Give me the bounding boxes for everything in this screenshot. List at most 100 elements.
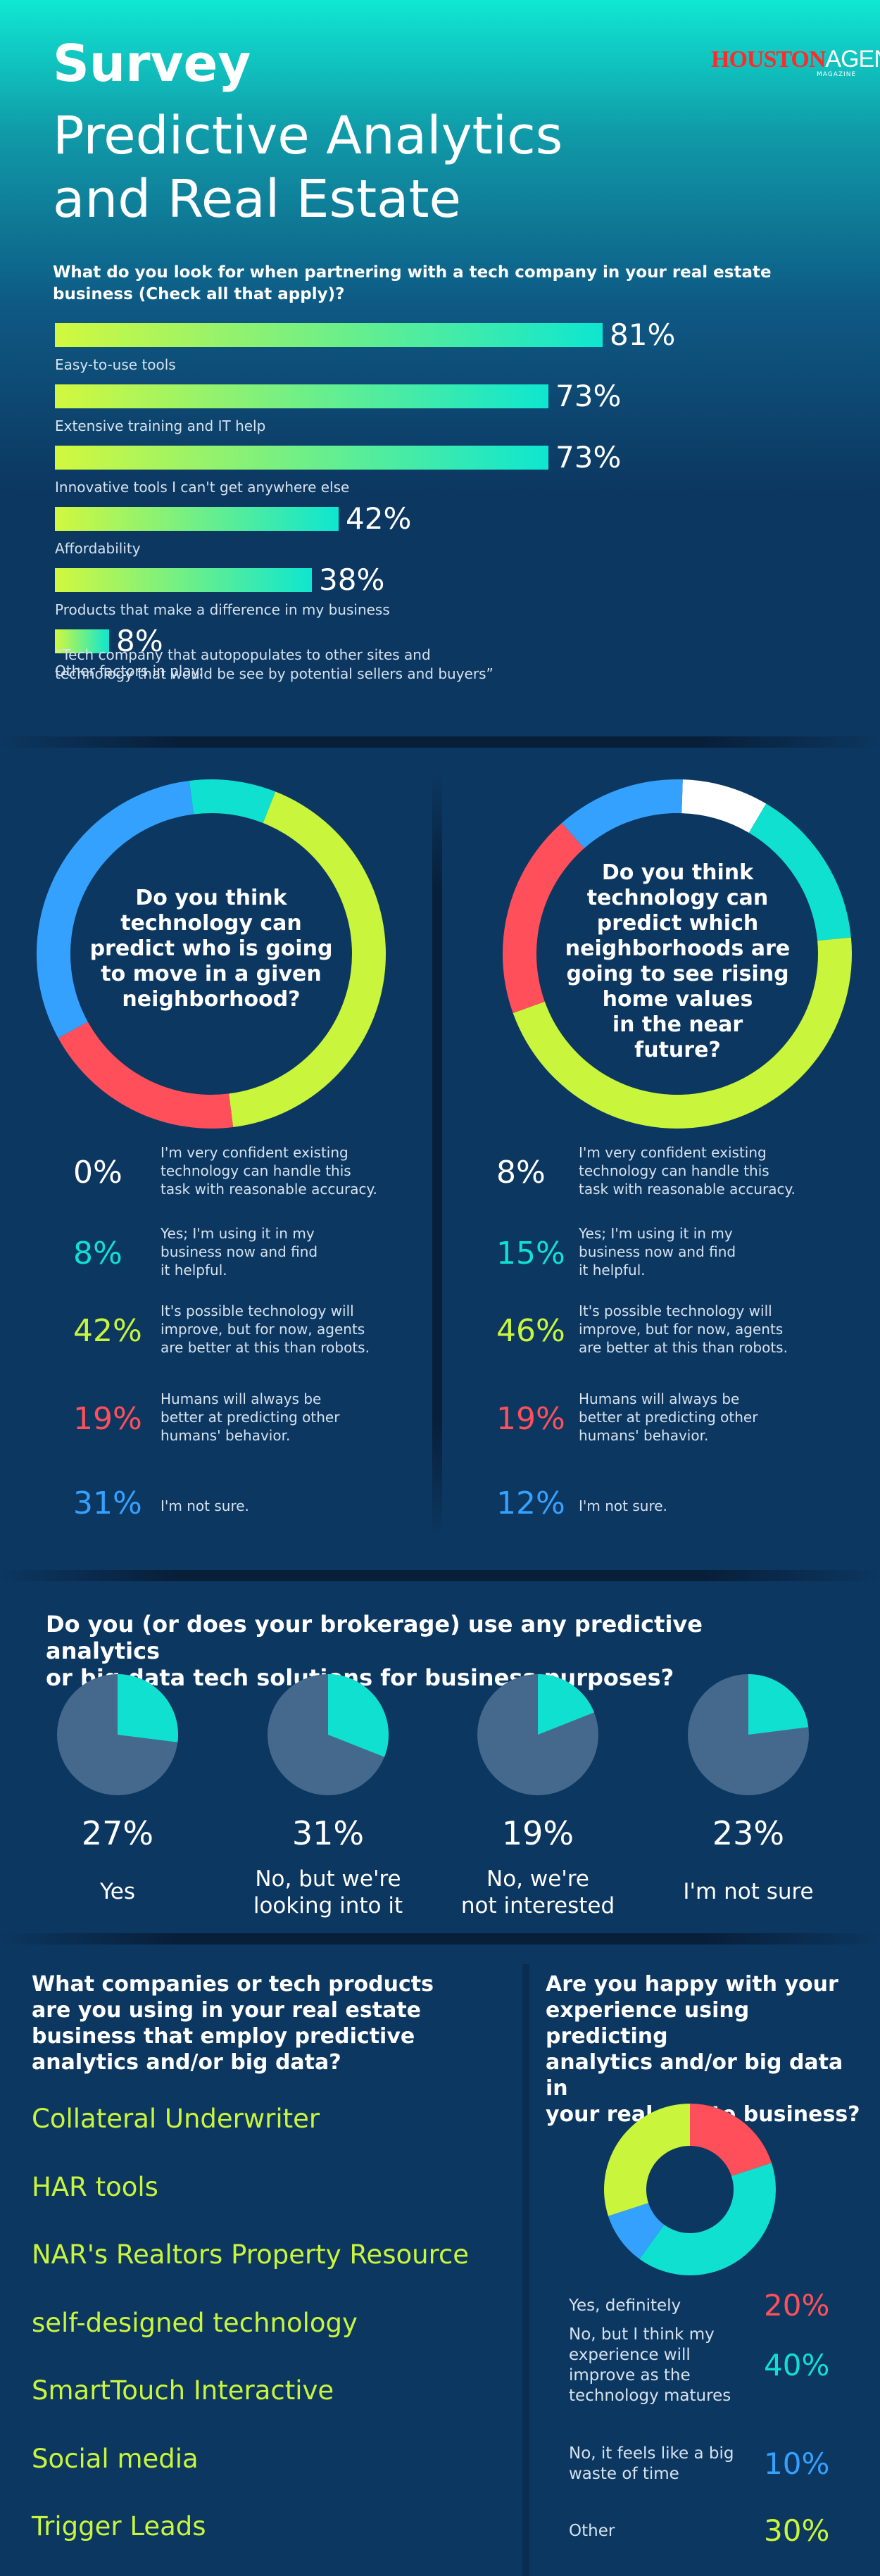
move-pct-4: 31% — [73, 1485, 142, 1521]
donut-chart-home-values — [503, 779, 852, 1129]
move-pct-0: 0% — [73, 1155, 122, 1190]
homevalue-answer-0-line-0: I'm very confident existing — [579, 1144, 767, 1161]
question-home-values: Do you think technology can predict which n… — [556, 860, 799, 1063]
homevalue-answer-2-line-1: improve, but for now, agents — [579, 1321, 784, 1338]
question-move-line-2: predict who is going — [89, 936, 333, 961]
question-homes-line-3: neighborhoods are — [565, 936, 791, 961]
usage-pie-label-2-line-0: No, we're — [486, 1866, 589, 1892]
move-answer-2-line-0: It's possible technology will — [161, 1302, 354, 1319]
happy-answer-0: Yes, definitely — [569, 2296, 759, 2316]
question-homes-line-5: home values — [602, 987, 753, 1012]
homevalue-pct-4: 12% — [496, 1485, 565, 1521]
move-answer-2-line-1: improve, but for now, agents — [161, 1321, 365, 1338]
happy-q-line-3: analytics and/or big data in — [546, 2050, 843, 2101]
bar-category-5: Other factors in play: — [55, 662, 203, 679]
homevalue-answer-1-line-0: Yes; I'm using it in my — [579, 1225, 733, 1242]
homevalue-slice-4 — [561, 779, 683, 848]
usage-pie-label-1-line-1: looking into it — [253, 1893, 403, 1918]
usage-pie-label-1: No, but we're looking into it — [230, 1866, 427, 1919]
homevalue-answer-4: I'm not sure. — [579, 1497, 667, 1515]
question-tech-partner: What do you look for when partnering wit… — [53, 263, 772, 303]
note-line-1: “Tech company that autopopulates to othe… — [55, 646, 431, 663]
company-item-3: self-designed technology — [32, 2307, 358, 2338]
bar-2 — [55, 446, 548, 470]
usage-pie-pct-0: 27% — [81, 1814, 154, 1852]
homevalue-answer-3: Humans will always be better at predictin… — [579, 1390, 758, 1445]
homevalue-pct-3: 19% — [496, 1401, 565, 1437]
move-slice-1 — [189, 779, 276, 824]
question-homes-line-2: predict which — [596, 911, 759, 936]
other-factors-note: “Tech company that autopopulates to othe… — [55, 646, 618, 684]
question-homes-line-7: future? — [634, 1038, 721, 1062]
companies-q-line-2: are you using in your real estate — [32, 1998, 422, 2023]
move-answer-0-line-0: I'm very confident existing — [161, 1144, 348, 1161]
bar-value-4: 38% — [319, 563, 385, 597]
homevalue-answer-4-line-0: I'm not sure. — [579, 1497, 667, 1514]
usage-pie-label-3-line-0: I'm not sure — [683, 1879, 814, 1904]
move-answer-0: I'm very confident existing technology ca… — [161, 1143, 377, 1198]
happy-pct-2: 10% — [764, 2446, 830, 2481]
usage-pie-0-slice — [118, 1674, 179, 1742]
happy-answer-3: Other — [569, 2521, 759, 2542]
bar-value-1: 73% — [555, 379, 622, 413]
homevalue-answer-3-line-0: Humans will always be — [579, 1390, 740, 1407]
question-homes-line-6: in the near — [612, 1012, 743, 1037]
section-divider-2 — [0, 1570, 880, 1581]
bar-value-2: 73% — [555, 440, 622, 475]
bar-category-4: Products that make a difference in my bu… — [55, 601, 390, 618]
column-divider-2 — [522, 1964, 529, 2576]
homevalue-pct-2: 46% — [496, 1313, 565, 1349]
company-item-6: Trigger Leads — [32, 2511, 206, 2542]
homevalue-slice-1 — [748, 803, 851, 941]
move-answer-0-line-2: task with reasonable accuracy. — [161, 1181, 377, 1198]
move-answer-4: I'm not sure. — [161, 1497, 249, 1515]
bar-value-3: 42% — [346, 501, 412, 536]
question-move-line-0: Do you think — [135, 886, 287, 910]
bar-0 — [55, 323, 603, 347]
homevalue-pct-1: 15% — [496, 1236, 565, 1271]
move-answer-2: It's possible technology will improve, bu… — [161, 1302, 370, 1357]
company-item-1: HAR tools — [32, 2171, 158, 2202]
bar-1 — [55, 384, 548, 408]
company-item-4: SmartTouch Interactive — [32, 2375, 334, 2406]
usage-pie-pct-2: 19% — [501, 1814, 574, 1852]
question-homes-line-0: Do you think — [601, 860, 754, 885]
move-pct-2: 42% — [73, 1313, 142, 1349]
happy-answer-1-line-0: No, but I think my — [569, 2325, 715, 2344]
logo-agent: AGENT — [825, 46, 880, 73]
happy-slice-1 — [639, 2163, 776, 2275]
usage-pie-2 — [477, 1674, 598, 1795]
homevalue-answer-0-line-1: technology can handle this — [579, 1162, 769, 1179]
companies-q-line-1: What companies or tech products — [32, 1972, 434, 1997]
homevalue-answer-1-line-1: business now and find — [579, 1243, 736, 1260]
homevalue-answer-1-line-2: it helpful. — [579, 1262, 646, 1278]
homevalue-pct-0: 8% — [496, 1155, 546, 1190]
move-slice-4 — [37, 780, 194, 1038]
title-line-2: and Real Estate — [53, 169, 462, 230]
bar-value-5: 8% — [116, 624, 163, 658]
happy-q-line-1: Are you happy with your — [546, 1972, 838, 1997]
homevalue-slice-3 — [503, 822, 584, 1014]
move-answer-1-line-0: Yes; I'm using it in my — [161, 1225, 315, 1242]
homevalue-answer-3-line-2: humans' behavior. — [579, 1427, 709, 1444]
usage-pie-0 — [57, 1674, 179, 1795]
question-move-line-1: technology can — [120, 911, 302, 936]
usage-pie-label-2-line-1: not interested — [460, 1893, 615, 1918]
bar-category-1: Extensive training and IT help — [55, 417, 266, 434]
usage-pie-pct-3: 23% — [712, 1814, 785, 1852]
happy-answer-1-line-2: improve as the — [569, 2366, 691, 2385]
usage-pie-1-slice — [328, 1674, 389, 1757]
homevalue-answer-3-line-1: better at predicting other — [579, 1409, 758, 1426]
donut-chart-happy — [604, 2104, 776, 2275]
move-pct-1: 8% — [73, 1236, 122, 1271]
usage-pie-2-slice — [538, 1674, 594, 1735]
move-answer-1: Yes; I'm using it in my business now and … — [161, 1224, 318, 1279]
usage-pie-label-0: Yes — [19, 1878, 216, 1905]
companies-q-line-3: business that employ predictive — [32, 2024, 415, 2049]
move-answer-3-line-0: Humans will always be — [161, 1390, 322, 1407]
homevalue-answer-0-line-2: task with reasonable accuracy. — [579, 1181, 796, 1198]
homevalue-answer-2-line-2: are better at this than robots. — [579, 1339, 788, 1356]
move-answer-3-line-2: humans' behavior. — [161, 1427, 291, 1444]
happy-q-line-2: experience using predicting — [546, 1998, 750, 2049]
